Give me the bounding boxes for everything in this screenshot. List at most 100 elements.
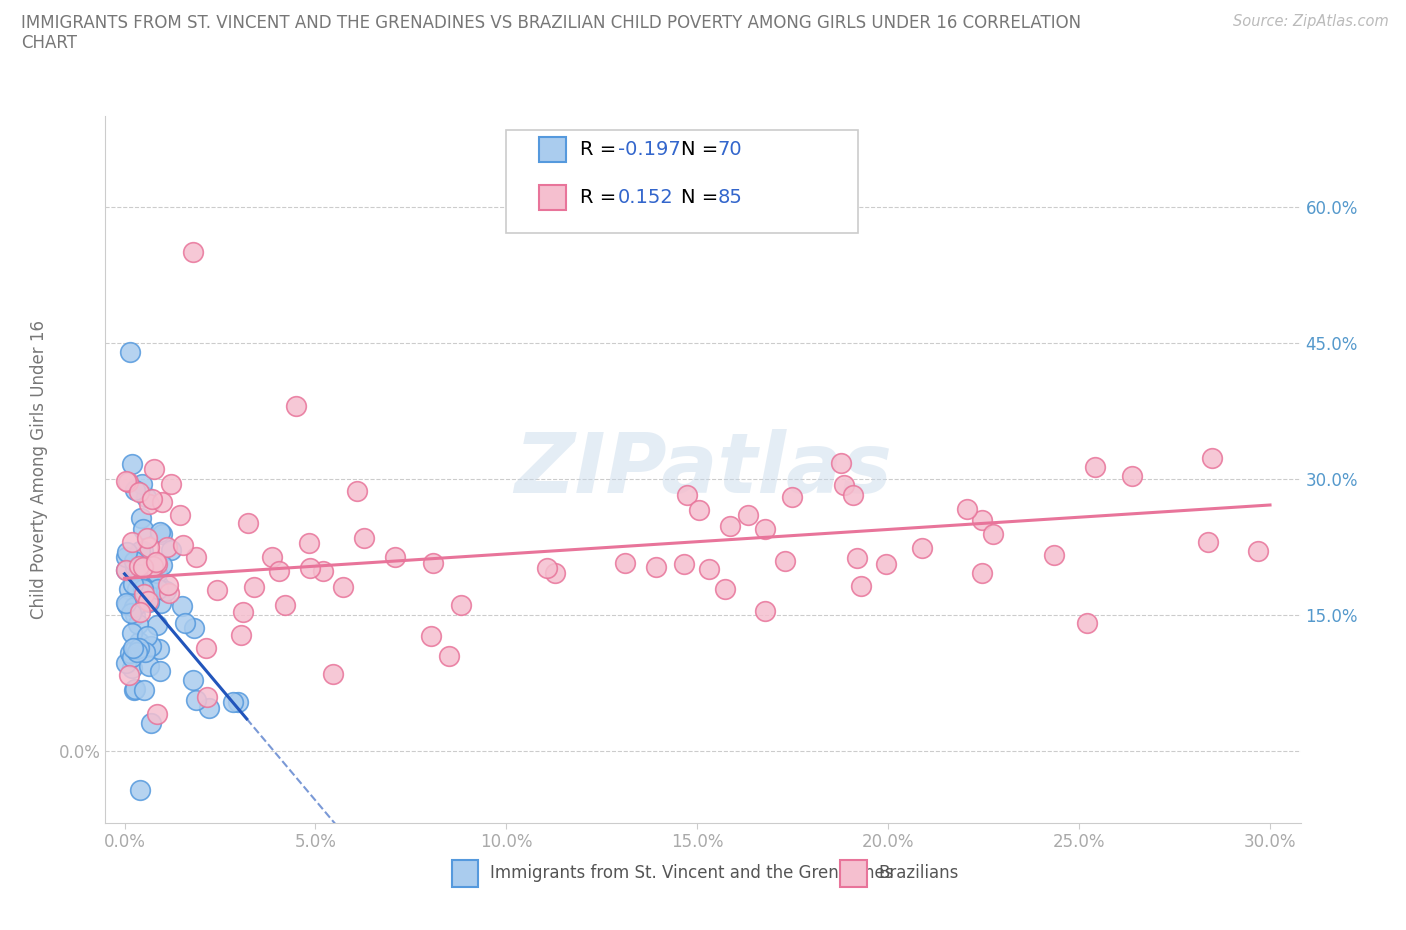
Point bbox=[127, 644, 149, 659]
Point bbox=[536, 561, 558, 576]
Point bbox=[160, 542, 183, 557]
Point bbox=[322, 667, 344, 682]
Point bbox=[346, 484, 368, 498]
Y-axis label: Child Poverty Among Girls Under 16: Child Poverty Among Girls Under 16 bbox=[30, 320, 48, 619]
Text: 85: 85 bbox=[717, 188, 742, 207]
Point bbox=[262, 550, 284, 565]
Point bbox=[970, 565, 993, 580]
Point bbox=[754, 522, 776, 537]
Point bbox=[156, 539, 179, 554]
Point bbox=[138, 539, 160, 554]
Point bbox=[195, 641, 218, 656]
Point bbox=[713, 581, 735, 596]
Point bbox=[143, 461, 166, 476]
Point bbox=[138, 594, 160, 609]
Point bbox=[127, 617, 149, 631]
Point bbox=[117, 545, 139, 560]
Point bbox=[1247, 544, 1270, 559]
Point bbox=[222, 695, 245, 710]
Point bbox=[124, 682, 146, 697]
Point bbox=[135, 489, 157, 504]
Point bbox=[184, 692, 207, 707]
Point bbox=[197, 700, 219, 715]
Text: Brazilians: Brazilians bbox=[879, 864, 959, 883]
Text: Source: ZipAtlas.com: Source: ZipAtlas.com bbox=[1233, 14, 1389, 29]
Point bbox=[138, 658, 160, 673]
Point bbox=[419, 629, 441, 644]
Point bbox=[145, 618, 167, 632]
Text: IMMIGRANTS FROM ST. VINCENT AND THE GRENADINES VS BRAZILIAN CHILD POVERTY AMONG : IMMIGRANTS FROM ST. VINCENT AND THE GREN… bbox=[21, 14, 1081, 32]
Point bbox=[311, 564, 333, 578]
Point bbox=[437, 648, 460, 663]
Point bbox=[138, 497, 160, 512]
Point bbox=[128, 559, 150, 574]
Point bbox=[645, 560, 668, 575]
Point bbox=[127, 566, 149, 581]
Point bbox=[139, 715, 162, 730]
Text: R =: R = bbox=[579, 140, 623, 159]
Point bbox=[353, 530, 375, 545]
Point bbox=[120, 605, 142, 620]
Point bbox=[131, 560, 153, 575]
Point bbox=[332, 579, 354, 594]
Point bbox=[132, 543, 155, 558]
Point bbox=[132, 587, 155, 602]
Text: Immigrants from St. Vincent and the Grenadines: Immigrants from St. Vincent and the Gren… bbox=[491, 864, 894, 883]
Point bbox=[115, 595, 138, 610]
Point bbox=[972, 512, 994, 527]
Point bbox=[141, 639, 163, 654]
Point bbox=[181, 245, 204, 259]
Point bbox=[229, 628, 252, 643]
Point bbox=[120, 344, 142, 359]
Point bbox=[150, 526, 173, 541]
Text: 0.152: 0.152 bbox=[619, 188, 673, 207]
Point bbox=[851, 578, 873, 593]
FancyBboxPatch shape bbox=[540, 138, 565, 162]
Point bbox=[121, 626, 143, 641]
Point bbox=[1201, 450, 1223, 465]
Point bbox=[238, 516, 260, 531]
Point bbox=[981, 527, 1004, 542]
Point bbox=[121, 457, 143, 472]
Point bbox=[956, 501, 979, 516]
Point bbox=[228, 694, 250, 709]
Text: ZIPatlas: ZIPatlas bbox=[515, 429, 891, 511]
Point bbox=[131, 581, 153, 596]
Point bbox=[132, 683, 155, 698]
Point bbox=[124, 642, 146, 657]
FancyBboxPatch shape bbox=[540, 185, 565, 210]
Point bbox=[298, 536, 321, 551]
Point bbox=[450, 598, 472, 613]
Point bbox=[170, 599, 193, 614]
Point bbox=[181, 672, 204, 687]
Point bbox=[136, 594, 159, 609]
Point bbox=[128, 634, 150, 649]
Point bbox=[1076, 616, 1098, 631]
Point bbox=[780, 490, 803, 505]
Point bbox=[141, 491, 163, 506]
Point bbox=[121, 650, 143, 665]
Point bbox=[115, 550, 138, 565]
Point bbox=[172, 538, 194, 552]
Point bbox=[195, 689, 218, 704]
Point bbox=[128, 604, 150, 619]
Point bbox=[273, 597, 295, 612]
Point bbox=[132, 580, 155, 595]
Point bbox=[830, 455, 852, 470]
Point bbox=[146, 707, 169, 722]
Point bbox=[149, 595, 172, 610]
Point bbox=[155, 583, 177, 598]
Point bbox=[384, 549, 406, 564]
Point bbox=[129, 511, 152, 525]
Point bbox=[149, 663, 172, 678]
Point bbox=[134, 644, 156, 659]
Point bbox=[688, 502, 710, 517]
Point bbox=[184, 550, 207, 565]
Point bbox=[845, 551, 868, 565]
Point bbox=[910, 541, 932, 556]
Point bbox=[146, 557, 169, 572]
Point bbox=[124, 560, 146, 575]
Point bbox=[183, 620, 205, 635]
Text: N =: N = bbox=[682, 188, 725, 207]
Point bbox=[131, 476, 153, 491]
